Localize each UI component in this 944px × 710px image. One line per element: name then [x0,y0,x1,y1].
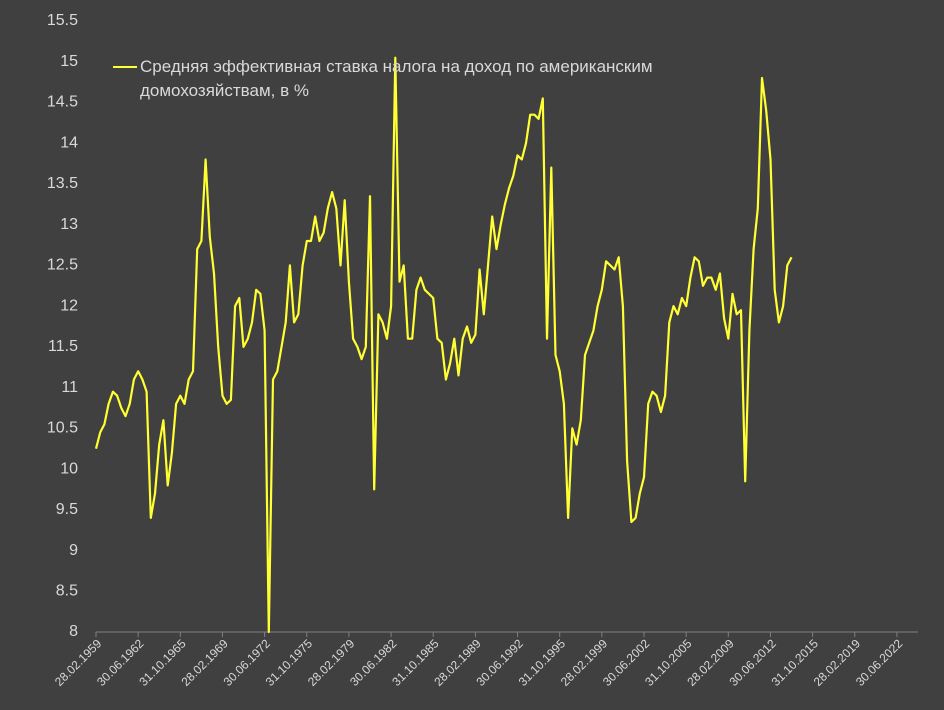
y-tick-label: 14.5 [47,94,78,111]
y-tick-label: 13 [60,216,78,233]
y-tick-label: 11.5 [48,338,78,355]
legend: Средняя эффективная ставка налога на дох… [108,55,748,103]
y-tick-label: 11 [61,379,78,396]
y-tick-label: 13.5 [47,175,78,192]
y-tick-label: 8.5 [56,582,78,599]
y-tick-label: 15.5 [47,12,78,29]
y-tick-label: 9.5 [56,501,78,518]
y-tick-label: 8 [69,623,78,640]
y-tick-label: 10 [60,460,78,477]
y-tick-label: 9 [69,542,78,559]
y-tick-label: 10.5 [47,420,78,437]
y-tick-label: 15 [60,53,78,70]
y-tick-label: 12.5 [47,257,78,274]
y-tick-label: 12 [60,297,78,314]
data-line [94,56,793,634]
legend-label: Средняя эффективная ставка налога на дох… [140,57,653,100]
legend-swatch [113,66,137,68]
y-tick-label: 14 [60,134,78,151]
